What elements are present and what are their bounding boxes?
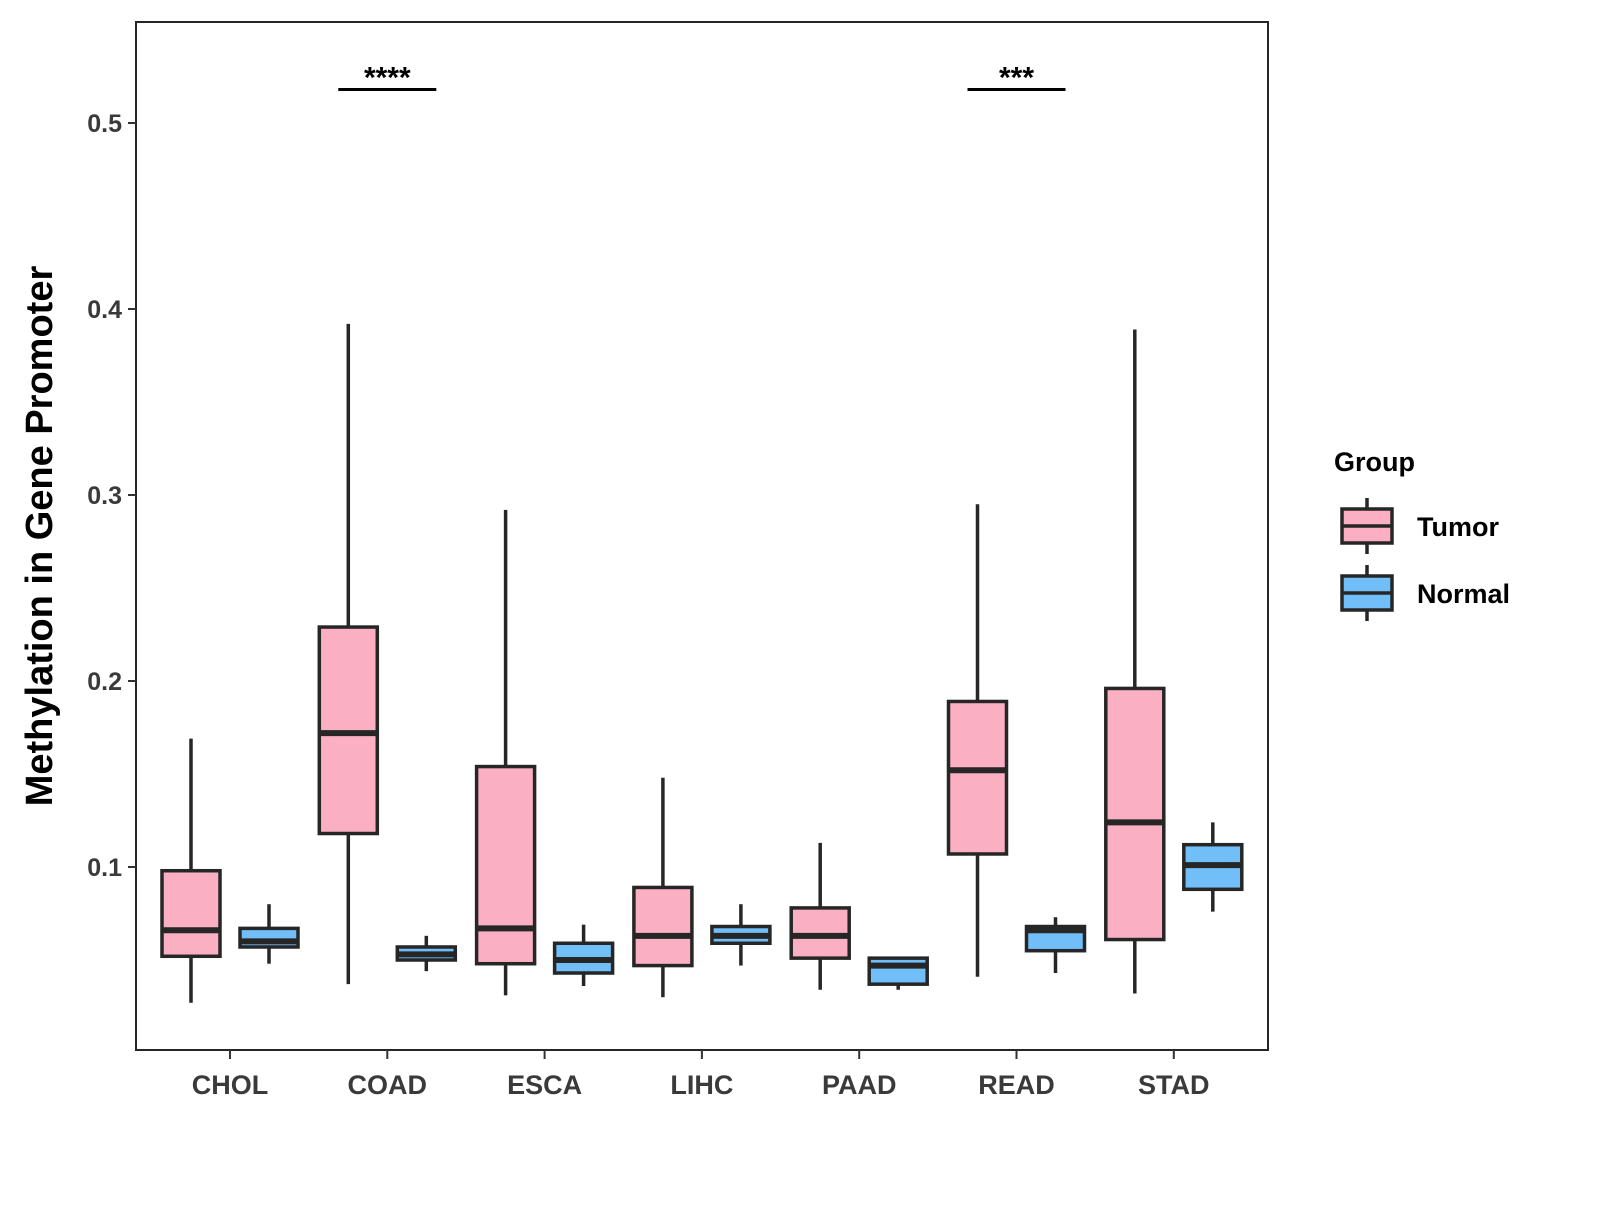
x-tick-label: PAAD: [822, 1070, 897, 1100]
normal-box-read: [1024, 917, 1087, 974]
tumor-box-coad: [317, 323, 380, 985]
tumor-box-stad: [1104, 329, 1166, 994]
legend-label: Tumor: [1417, 512, 1499, 542]
box: [160, 868, 222, 959]
legend: Group Tumor Normal: [1334, 447, 1510, 621]
normal-box-chol: [238, 904, 300, 964]
tumor-box-esca: [474, 509, 537, 996]
tumor-box-chol: [160, 738, 222, 1003]
legend-key-normal: Normal: [1340, 565, 1510, 621]
legend-key-tumor: Tumor: [1340, 498, 1499, 554]
box: [632, 885, 694, 968]
tumor-box-paad: [789, 842, 851, 990]
box: [474, 764, 537, 966]
box: [867, 956, 929, 986]
y-tick-label: 0.1: [87, 854, 122, 882]
box: [1104, 686, 1166, 942]
x-tick-label: ESCA: [507, 1070, 582, 1100]
plot-panel: [135, 21, 1269, 1051]
box: [946, 699, 1009, 856]
legend-label: Normal: [1417, 579, 1510, 609]
x-tick-label: COAD: [348, 1070, 428, 1100]
significance-label: ****: [364, 62, 411, 95]
normal-box-esca: [552, 924, 615, 987]
x-tick-label: STAD: [1138, 1070, 1210, 1100]
normal-box-stad: [1182, 822, 1244, 912]
y-tick-label: 0.3: [87, 482, 122, 510]
legend-title: Group: [1334, 447, 1415, 477]
x-tick-label: READ: [978, 1070, 1055, 1100]
normal-box-lihc: [710, 904, 772, 966]
y-tick-label: 0.4: [87, 296, 122, 324]
x-tick-label: LIHC: [670, 1070, 733, 1100]
tumor-box-lihc: [632, 777, 694, 998]
x-tick-label: CHOL: [192, 1070, 269, 1100]
tumor-box-read: [946, 504, 1009, 977]
normal-box-coad: [395, 935, 458, 972]
normal-box-paad: [867, 956, 929, 990]
y-axis-label: Methylation in Gene Promoter: [19, 266, 61, 807]
y-tick-label: 0.2: [87, 668, 122, 696]
y-tick-label: 0.5: [87, 110, 122, 138]
significance-label: ***: [999, 62, 1034, 95]
